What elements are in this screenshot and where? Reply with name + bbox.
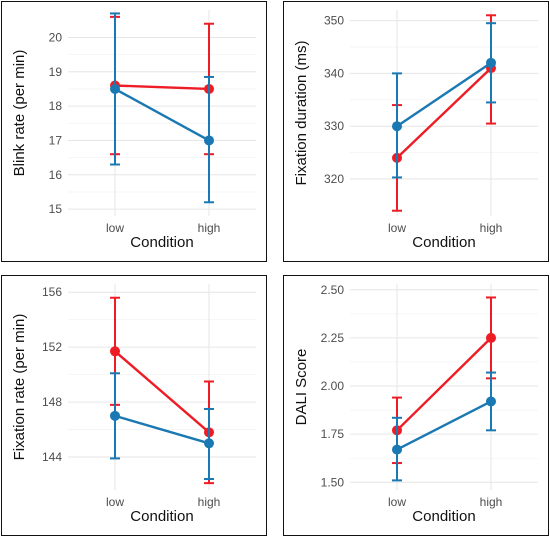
data-point	[486, 332, 496, 343]
y-tick-label: 152	[42, 340, 62, 354]
y-axis-title: DALI Score	[293, 349, 310, 426]
y-tick-label: 19	[49, 65, 63, 79]
y-tick-label: 20	[49, 30, 63, 44]
series-blue	[392, 371, 496, 482]
chart-svg: 144 148 152 156 low high Condition Fixation rat…	[11, 284, 256, 525]
data-point	[204, 438, 214, 449]
series-line	[114, 350, 210, 434]
y-tick-label: 15	[49, 202, 63, 216]
series-blue	[392, 22, 496, 179]
series-line	[114, 87, 210, 142]
x-axis-title: Condition	[412, 508, 475, 525]
y-axis-title: Blink rate (per min)	[11, 50, 28, 177]
y-tick-label: 2.50	[321, 283, 345, 297]
y-tick-label: 144	[42, 450, 62, 464]
y-tick-label: 320	[324, 172, 344, 186]
y-tick-label: 18	[49, 99, 63, 113]
series-line	[396, 400, 492, 451]
y-tick-label: 2.00	[321, 379, 345, 393]
x-axis-title: Condition	[412, 234, 475, 251]
series-line	[396, 61, 492, 128]
data-point	[110, 346, 120, 357]
x-tick-label: high	[480, 495, 503, 509]
y-tick-label: 2.25	[321, 331, 345, 345]
x-axis-title: Condition	[130, 508, 193, 525]
y-axis-title: Fixation duration (ms)	[293, 40, 310, 185]
x-tick-label: low	[388, 495, 406, 509]
y-tick-label: 330	[324, 119, 344, 133]
series-line	[396, 67, 492, 159]
x-tick-label: low	[106, 495, 124, 509]
series-blue	[110, 372, 214, 481]
series-line	[396, 337, 492, 432]
y-tick-label: 17	[49, 133, 63, 147]
y-tick-label: 16	[49, 168, 63, 182]
y-tick-label: 156	[42, 285, 62, 299]
data-point	[486, 396, 496, 407]
y-tick-label: 148	[42, 395, 62, 409]
x-tick-label: high	[198, 221, 221, 235]
chart-svg: 1.50 1.75 2.00 2.25 2.50 low high Condition DALI…	[293, 283, 538, 525]
series-red	[392, 296, 496, 465]
series-red	[110, 296, 214, 485]
x-tick-label: low	[106, 221, 124, 235]
series-line	[114, 84, 210, 91]
chart-panel-blink-rate: 15 16 17 18 19 20 low high Condition Blink rate (…	[1, 1, 267, 262]
data-point	[486, 57, 496, 68]
chart-panel-fixation-rate: 144 148 152 156 low high Condition Fixation rat…	[1, 275, 267, 536]
x-tick-label: high	[480, 221, 503, 235]
y-tick-label: 340	[324, 66, 344, 80]
series-red	[392, 14, 496, 212]
data-point	[110, 83, 120, 94]
y-tick-label: 350	[324, 14, 344, 28]
chart-panel-dali-score: 1.50 1.75 2.00 2.25 2.50 low high Condition DALI…	[283, 275, 549, 536]
chart-svg: 320 330 340 350 low high Condition Fixation dur…	[293, 10, 538, 251]
data-point	[204, 135, 214, 146]
y-tick-label: 1.75	[321, 427, 345, 441]
series-line	[114, 414, 210, 445]
x-tick-label: low	[388, 221, 406, 235]
data-point	[392, 444, 402, 455]
series-blue	[110, 12, 214, 204]
x-tick-label: high	[198, 495, 221, 509]
y-axis-title: Fixation rate (per min)	[11, 314, 28, 461]
y-tick-label: 1.50	[321, 475, 345, 489]
chart-svg: 15 16 17 18 19 20 low high Condition Blink rate (…	[11, 10, 256, 251]
data-point	[110, 410, 120, 421]
data-point	[392, 121, 402, 132]
chart-panel-fixation-duration: 320 330 340 350 low high Condition Fixation dur…	[283, 1, 549, 262]
x-axis-title: Condition	[130, 234, 193, 251]
